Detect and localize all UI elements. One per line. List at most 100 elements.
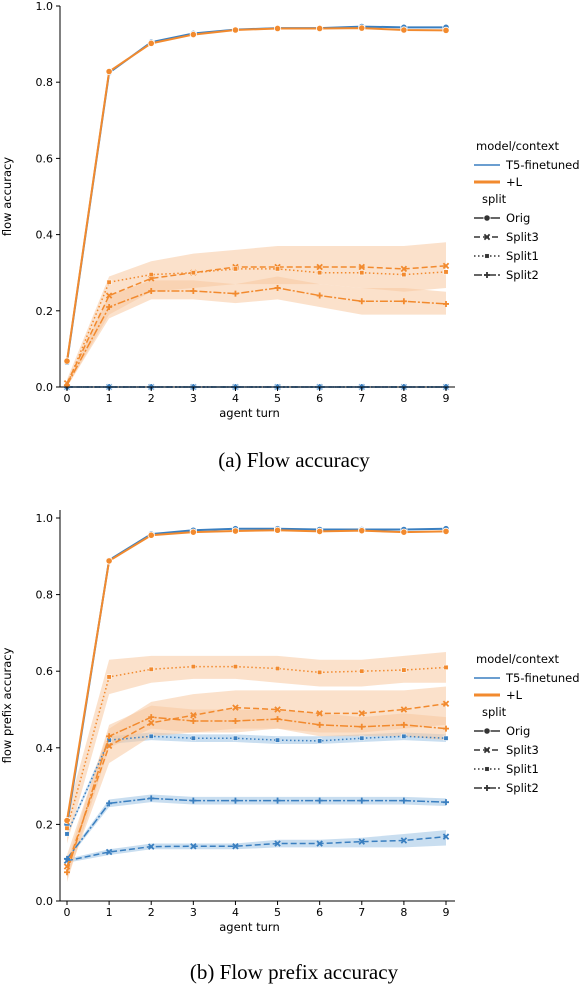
legend-marker — [484, 272, 490, 278]
data-point-L-orig-2 — [147, 39, 155, 47]
confidence-band-t5-split3 — [67, 830, 446, 863]
x-tick-label: 4 — [232, 392, 239, 405]
legend-marker — [484, 253, 490, 259]
data-point-L-split3-6 — [316, 710, 323, 717]
x-tick-label: 4 — [232, 906, 239, 919]
data-point-L-split3-9 — [442, 700, 450, 707]
y-tick-label: 1.0 — [36, 512, 54, 525]
data-point-L-split3-8 — [400, 706, 408, 713]
data-point-t5-split1-8 — [401, 733, 407, 739]
data-point-L-split1-4 — [232, 266, 238, 272]
y-tick-label: 0.2 — [36, 818, 54, 831]
data-point-L-split1-8 — [401, 667, 407, 673]
legend-label: Split2 — [506, 781, 539, 795]
data-point-L-orig-4 — [231, 26, 240, 34]
data-point-t5-split2-5 — [274, 797, 281, 804]
data-point-L-split2-3 — [190, 287, 197, 294]
data-point-t5-split3-7 — [358, 838, 366, 845]
data-point-L-split1-6 — [317, 270, 323, 276]
legend-label: Split1 — [506, 249, 539, 263]
x-tick-label: 3 — [190, 392, 197, 405]
x-tick-label: 6 — [316, 906, 323, 919]
data-point-L-split2-6 — [316, 721, 323, 728]
series-line-L-split3 — [66, 265, 447, 384]
data-point-L-orig-2 — [147, 531, 155, 539]
x-tick-label: 2 — [148, 906, 155, 919]
data-point-L-orig-1 — [105, 557, 113, 565]
legend-label: +L — [506, 688, 523, 702]
legend-label: T5-finetuned — [505, 158, 580, 172]
data-point-L-split3-9 — [442, 262, 450, 270]
x-tick-label: 7 — [358, 906, 365, 919]
x-tick-label: 7 — [358, 392, 365, 405]
legend-label: Split3 — [506, 743, 539, 757]
data-point-L-orig-6 — [316, 527, 324, 536]
data-point-t5-split3-3 — [190, 842, 197, 850]
y-tick-label: 0.8 — [36, 589, 54, 602]
x-tick-label: 2 — [148, 392, 155, 405]
data-point-t5-split3-9 — [442, 833, 450, 840]
data-point-L-split3-6 — [316, 263, 323, 271]
data-point-L-orig-9 — [442, 26, 450, 34]
y-tick-label: 0.4 — [36, 229, 54, 242]
series-line-L-split2 — [66, 716, 447, 873]
data-point-t5-split1-2 — [148, 733, 154, 739]
data-point-t5-split3-1 — [105, 848, 113, 856]
data-point-L-split1-7 — [359, 270, 365, 276]
series-line-t5-split1 — [66, 735, 447, 835]
data-point-L-orig-0 — [63, 357, 71, 365]
data-point-L-split1-3 — [190, 664, 196, 670]
x-tick-label: 1 — [106, 392, 113, 405]
panel-flow-prefix-accuracy: 0 1 2 3 4 5 6 7 8 9 0.0 0.2 0.4 0.6 0.8 1.0 agent turn fl… — [0, 510, 580, 934]
x-tick-label: 3 — [190, 906, 197, 919]
confidence-band-L-split3 — [67, 686, 446, 879]
data-point-L-split3-4 — [232, 704, 239, 711]
data-point-L-split1-2 — [148, 272, 154, 278]
series-line-L-split3 — [66, 703, 447, 867]
data-point-t5-split2-9 — [443, 799, 449, 806]
data-point-L-orig-3 — [189, 30, 197, 39]
data-point-t5-split1-5 — [275, 737, 281, 743]
legend-title-style: split — [482, 192, 507, 206]
confidence-band-L-split3 — [67, 242, 446, 387]
series-line-L-split1 — [66, 665, 447, 829]
data-point-L-split2-5 — [274, 284, 281, 291]
y-axis-label: flow prefix accuracy — [0, 647, 14, 763]
data-point-L-orig-4 — [231, 527, 240, 535]
series-line-L-split1 — [66, 268, 447, 386]
data-point-L-split3-3 — [190, 712, 197, 719]
data-point-L-split3-1 — [105, 292, 113, 299]
data-point-L-split2-6 — [316, 292, 323, 299]
data-point-L-split1-4 — [232, 664, 238, 670]
data-point-L-split1-8 — [401, 272, 407, 278]
data-point-L-split1-6 — [317, 669, 323, 675]
series-line-L-orig — [66, 529, 447, 821]
legend-label: Split2 — [506, 268, 539, 282]
data-point-L-split3-7 — [358, 263, 366, 271]
legend-marker — [484, 785, 490, 791]
data-point-L-split2-2 — [148, 287, 155, 294]
legend-label: Orig — [506, 724, 530, 738]
data-point-L-split3-2 — [147, 719, 155, 727]
data-point-L-split2-5 — [274, 716, 281, 723]
series-line-L-orig — [66, 27, 447, 362]
data-point-t5-split1-0 — [64, 831, 70, 837]
x-tick-label: 6 — [316, 392, 323, 405]
legend-label: Orig — [506, 211, 530, 225]
x-tick-label: 1 — [106, 906, 113, 919]
data-point-L-orig-5 — [273, 526, 282, 534]
x-tick-label: 5 — [274, 906, 281, 919]
y-tick-label: 0.2 — [36, 305, 54, 318]
data-point-L-split1-3 — [190, 270, 196, 276]
data-point-L-split2-8 — [400, 298, 407, 305]
data-point-L-split2-3 — [190, 717, 197, 724]
data-point-L-split3-8 — [400, 265, 408, 273]
data-point-L-split1-5 — [275, 666, 281, 671]
legend-title-style: split — [482, 705, 507, 719]
data-point-t5-split2-6 — [316, 797, 323, 804]
x-tick-label: 5 — [274, 392, 281, 405]
data-point-L-split1-9 — [443, 269, 449, 275]
data-point-t5-split3-2 — [147, 843, 155, 850]
data-point-L-orig-7 — [358, 24, 366, 32]
y-tick-label: 0.8 — [36, 76, 54, 89]
